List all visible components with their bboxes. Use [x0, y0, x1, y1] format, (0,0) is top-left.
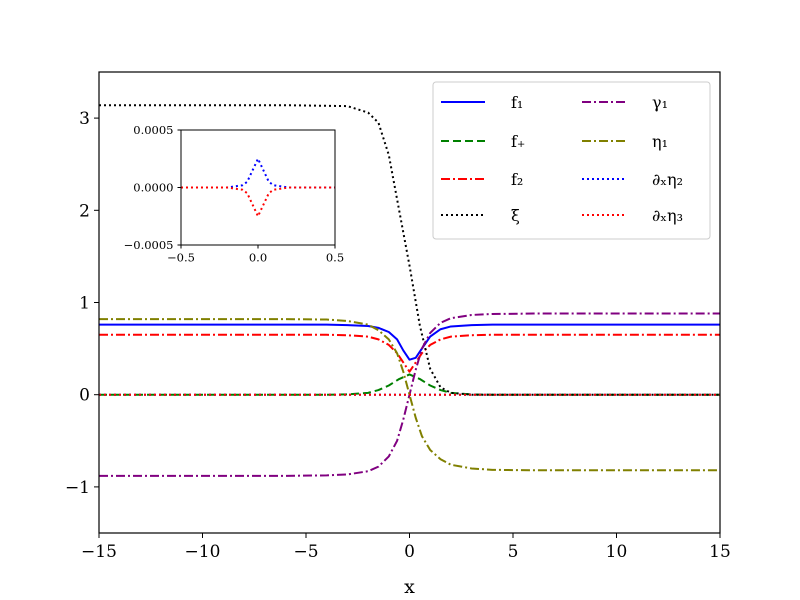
main-x-tick-label: 0	[404, 542, 415, 562]
inset-y-tick-label: 0.0000	[133, 181, 173, 195]
inset-y-tick-label: −0.0005	[124, 238, 174, 252]
inset-y-tick-label: 0.0005	[133, 123, 173, 137]
legend: f₁ f₊ f₂ ξ γ₁ η₁ ∂ₓη₂ ∂ₓη₃	[432, 81, 711, 240]
main-y-tick-label: 1	[79, 294, 90, 314]
legend-label-series-7: ∂ₓη₂	[652, 170, 683, 189]
main-y-tick-label: 0	[79, 386, 90, 406]
legend-label-series-3: f₂	[511, 170, 523, 189]
legend-label-series-2: f₊	[511, 132, 525, 151]
main-line-series-3	[99, 333, 720, 373]
main-x-tick-label: 5	[508, 542, 519, 562]
main-line-series-6	[99, 318, 720, 472]
main-y-tick-label: 3	[79, 109, 90, 129]
main-y-tick-label: 2	[79, 201, 90, 221]
inset-x-tick-label: −0.5	[167, 251, 195, 265]
main-x-tick-label: −15	[81, 542, 117, 562]
inset-background	[181, 130, 335, 245]
legend-label-series-8: ∂ₓη₃	[652, 206, 683, 225]
main-x-tick-label: −10	[185, 542, 221, 562]
inset-line-series-2	[181, 186, 335, 218]
legend-label-series-6: η₁	[652, 132, 668, 151]
main-x-tick-label: −5	[293, 542, 318, 562]
main-line-series-1	[99, 323, 720, 361]
legend-label-series-5: γ₁	[652, 93, 668, 112]
main-line-series-4	[99, 104, 720, 396]
inset-line-series-1	[181, 157, 335, 189]
inset-plot: −0.5 0.0 0.5 −0.0005 0.0000 0.0005	[124, 123, 345, 265]
legend-label-series-1: f₁	[511, 93, 523, 112]
legend-label-series-4: ξ	[511, 206, 520, 225]
x-axis-label: x	[404, 576, 415, 598]
inset-x-tick-label: 0.0	[249, 251, 267, 265]
main-x-tick-label: 15	[709, 542, 731, 562]
main-x-tick-label: 10	[606, 542, 628, 562]
legend-frame	[432, 81, 711, 240]
inset-x-tick-label: 0.5	[326, 251, 344, 265]
main-y-tick-label: −1	[65, 478, 90, 498]
